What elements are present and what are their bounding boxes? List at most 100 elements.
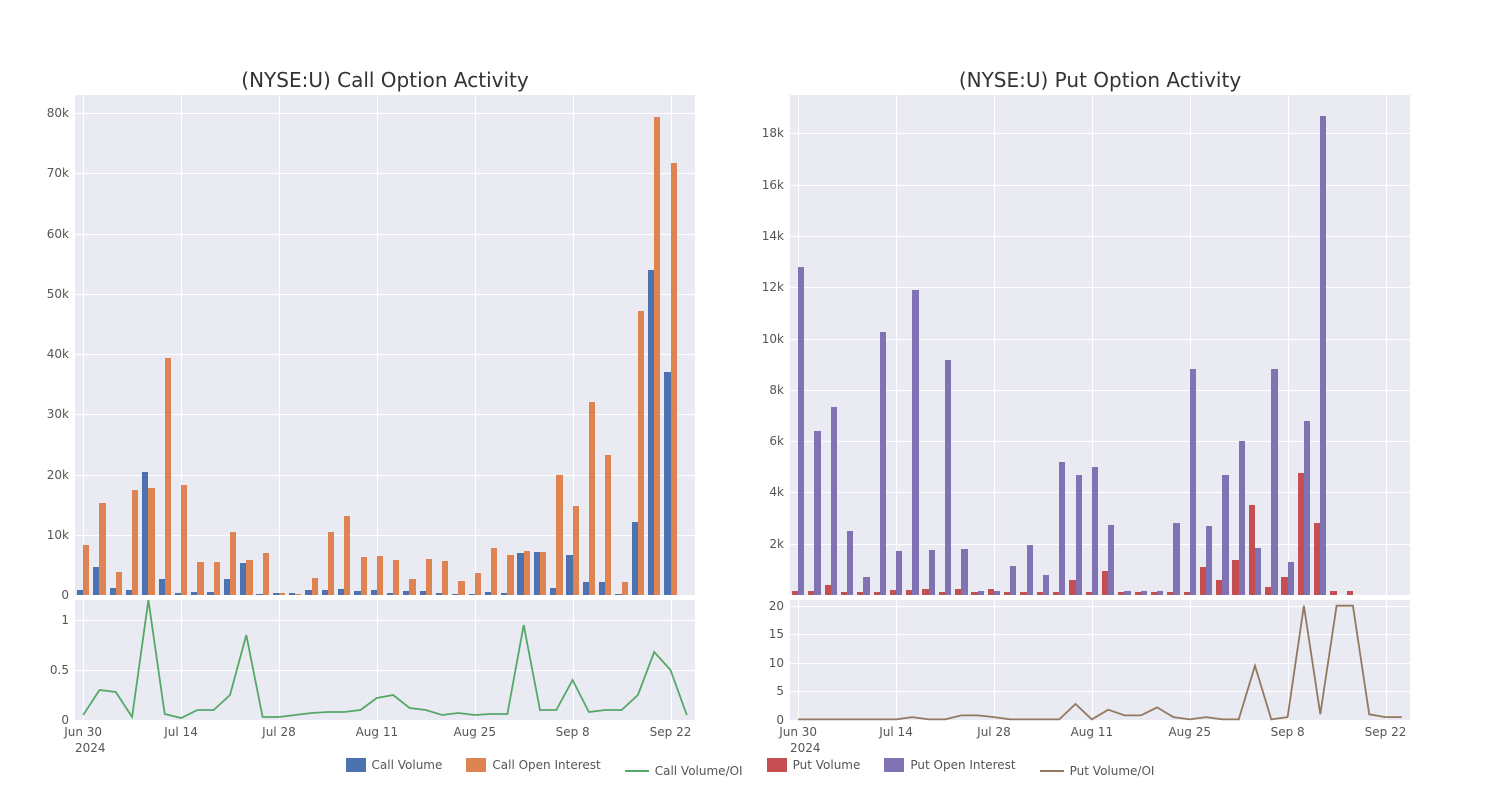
open-interest-bar: [246, 560, 252, 595]
y-tick-label: 30k: [47, 407, 69, 421]
open-interest-bar: [1190, 369, 1196, 595]
open-interest-bar: [540, 552, 546, 595]
y-tick-label: 15: [769, 627, 784, 641]
volume-bar: [1330, 591, 1336, 595]
y-tick-label: 10k: [762, 332, 784, 346]
open-interest-bar: [994, 591, 1000, 595]
open-interest-bar: [393, 560, 399, 595]
y-tick-label: 70k: [47, 166, 69, 180]
x-tick-label: Sep 22: [1365, 725, 1407, 739]
open-interest-bar: [1239, 441, 1245, 595]
y-tick-label: 60k: [47, 227, 69, 241]
open-interest-bar: [214, 562, 220, 595]
open-interest-bar: [377, 556, 383, 595]
y-tick-label: 8k: [769, 383, 784, 397]
open-interest-bar: [1108, 525, 1114, 596]
open-interest-bar: [1092, 467, 1098, 595]
open-interest-bar: [426, 559, 432, 595]
call-chart-title: (NYSE:U) Call Option Activity: [75, 68, 695, 92]
x-tick-label: Aug 11: [1071, 725, 1114, 739]
open-interest-bar: [1010, 566, 1016, 595]
open-interest-bar: [814, 431, 820, 595]
y-tick-label: 4k: [769, 485, 784, 499]
open-interest-bar: [654, 117, 660, 595]
y-tick-label: 0.5: [50, 663, 69, 677]
open-interest-bar: [798, 267, 804, 595]
open-interest-bar: [1320, 116, 1326, 595]
ratio-panel: [790, 600, 1410, 720]
open-interest-bar: [863, 577, 869, 595]
open-interest-bar: [1043, 575, 1049, 596]
legend-swatch-box: [767, 758, 787, 772]
open-interest-bar: [978, 591, 984, 595]
open-interest-bar: [847, 531, 853, 595]
volume-bar: [1347, 591, 1353, 595]
open-interest-bar: [1288, 562, 1294, 595]
y-tick-label: 2k: [769, 537, 784, 551]
y-tick-label: 20k: [47, 468, 69, 482]
open-interest-bar: [945, 360, 951, 595]
x-tick-label: Sep 22: [650, 725, 692, 739]
open-interest-bar: [638, 311, 644, 595]
open-interest-bar: [1027, 545, 1033, 595]
open-interest-bar: [831, 407, 837, 595]
x-tick-label: Aug 25: [453, 725, 496, 739]
open-interest-bar: [409, 579, 415, 595]
y-tick-label: 80k: [47, 106, 69, 120]
legend-label: Put Open Interest: [910, 758, 1015, 772]
options-activity-figure: (NYSE:U) Call Option Activity(NYSE:U) Pu…: [0, 0, 1500, 800]
x-tick-label: Sep 8: [556, 725, 590, 739]
x-tick-label: Aug 25: [1168, 725, 1211, 739]
legend: Call Volume Call Open Interest Call Volume…: [0, 758, 1500, 778]
y-tick-label: 50k: [47, 287, 69, 301]
legend-item: Put Volume/OI: [1040, 764, 1155, 778]
open-interest-bar: [507, 555, 513, 595]
open-interest-bar: [263, 553, 269, 595]
open-interest-bar: [197, 562, 203, 595]
y-tick-label: 20: [769, 599, 784, 613]
open-interest-bar: [116, 572, 122, 595]
open-interest-bar: [99, 503, 105, 595]
legend-item: Call Open Interest: [466, 758, 600, 772]
legend-item: Call Volume: [346, 758, 443, 772]
x-tick-label: Aug 11: [356, 725, 399, 739]
open-interest-bar: [1206, 526, 1212, 595]
x-tick-label: Jun 30: [779, 725, 817, 739]
bar-panel: [75, 95, 695, 595]
y-tick-label: 40k: [47, 347, 69, 361]
x-tick-label: Sep 8: [1271, 725, 1305, 739]
open-interest-bar: [1271, 369, 1277, 595]
legend-item: Put Volume: [767, 758, 861, 772]
open-interest-bar: [605, 455, 611, 595]
y-tick-label: 10: [769, 656, 784, 670]
open-interest-bar: [1222, 475, 1228, 596]
open-interest-bar: [491, 548, 497, 595]
open-interest-bar: [1173, 523, 1179, 595]
open-interest-bar: [1255, 548, 1261, 595]
x-axis-sublabel: 2024: [75, 741, 106, 755]
open-interest-bar: [181, 485, 187, 595]
open-interest-bar: [896, 551, 902, 595]
open-interest-bar: [556, 475, 562, 595]
x-axis-sublabel: 2024: [790, 741, 821, 755]
y-tick-label: 12k: [762, 280, 784, 294]
legend-label: Call Volume: [372, 758, 443, 772]
open-interest-bar: [442, 561, 448, 595]
legend-swatch-box: [346, 758, 366, 772]
open-interest-bar: [148, 488, 154, 595]
legend-swatch-line: [1040, 770, 1064, 772]
open-interest-bar: [573, 506, 579, 595]
legend-label: Put Volume: [793, 758, 861, 772]
y-tick-label: 18k: [762, 126, 784, 140]
y-tick-label: 1: [61, 613, 69, 627]
legend-label: Call Volume/OI: [655, 764, 743, 778]
open-interest-bar: [1076, 475, 1082, 596]
open-interest-bar: [328, 532, 334, 595]
open-interest-bar: [458, 581, 464, 595]
open-interest-bar: [1059, 462, 1065, 595]
y-tick-label: 14k: [762, 229, 784, 243]
legend-label: Put Volume/OI: [1070, 764, 1155, 778]
open-interest-bar: [880, 332, 886, 595]
open-interest-bar: [961, 549, 967, 595]
open-interest-bar: [929, 550, 935, 595]
